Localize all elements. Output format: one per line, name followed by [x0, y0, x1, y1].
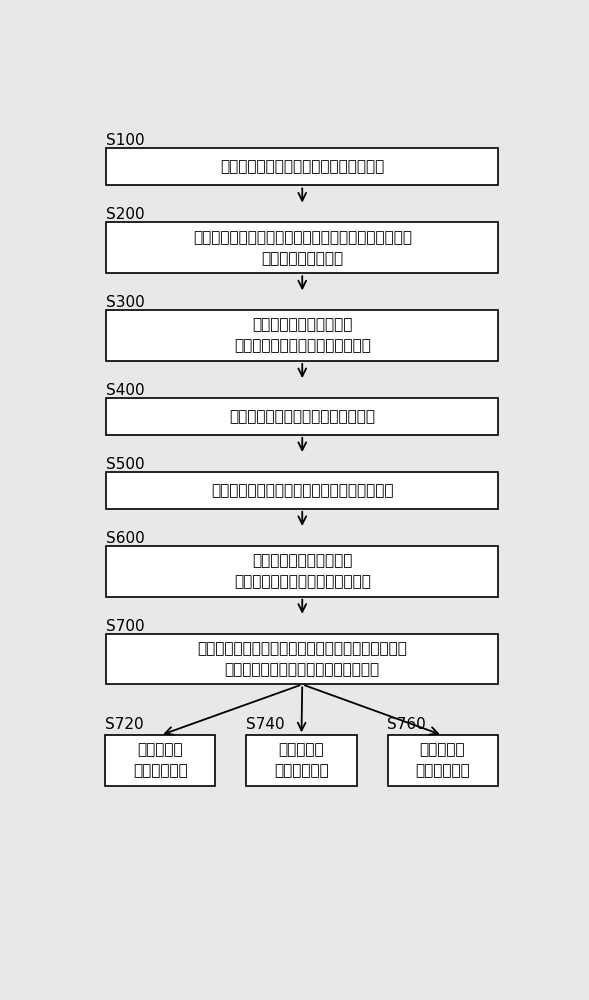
- Text: S720: S720: [105, 717, 144, 732]
- Text: S700: S700: [106, 619, 145, 634]
- Bar: [388, 735, 498, 786]
- Text: 建立电网侧变频器和转子侧变频器控制器模型: 建立电网侧变频器和转子侧变频器控制器模型: [211, 483, 393, 498]
- Text: S600: S600: [106, 531, 145, 546]
- Bar: [106, 222, 498, 273]
- Text: S400: S400: [106, 383, 145, 398]
- Text: 建立桨距控制系统模型，
模拟桨距角控制及其过载保护功能: 建立桨距控制系统模型， 模拟桨距角控制及其过载保护功能: [234, 318, 370, 354]
- Text: S200: S200: [106, 207, 145, 222]
- Text: 风速阶跃的
机电暂态仿真: 风速阶跃的 机电暂态仿真: [133, 743, 188, 779]
- Bar: [106, 472, 498, 509]
- Bar: [106, 310, 498, 361]
- Text: 故障状态的
机电暂态仿真: 故障状态的 机电暂态仿真: [415, 743, 470, 779]
- Bar: [106, 398, 498, 435]
- Bar: [105, 735, 216, 786]
- Text: 使用风电机组仿真模型，
建立双馈风机单机无穷大系统模型: 使用风电机组仿真模型， 建立双馈风机单机无穷大系统模型: [234, 553, 370, 589]
- Text: 无功阶跃的
机电暂态仿真: 无功阶跃的 机电暂态仿真: [274, 743, 329, 779]
- Text: S500: S500: [106, 457, 145, 472]
- Bar: [246, 735, 356, 786]
- Text: S740: S740: [246, 717, 285, 732]
- Text: S760: S760: [388, 717, 426, 732]
- Text: S100: S100: [106, 133, 145, 148]
- Bar: [106, 546, 498, 597]
- Text: 建立风功率模型模拟风力机吸收的风功率: 建立风功率模型模拟风力机吸收的风功率: [220, 159, 385, 174]
- Text: 设置初始运行工况，设置毫秒级别的仿真步长，进入
风电机组系统的机电暂态仿真运行状态: 设置初始运行工况，设置毫秒级别的仿真步长，进入 风电机组系统的机电暂态仿真运行状…: [197, 641, 407, 677]
- Bar: [106, 148, 498, 185]
- Text: S300: S300: [106, 295, 145, 310]
- Text: 建立风机轴系模型，模拟风力机机械转矩与发电机电磁
转矩的能量传递关系: 建立风机轴系模型，模拟风力机机械转矩与发电机电磁 转矩的能量传递关系: [193, 230, 412, 266]
- Text: 建立双馈异步感应电机电气仿真模型: 建立双馈异步感应电机电气仿真模型: [229, 409, 375, 424]
- Bar: [106, 634, 498, 684]
